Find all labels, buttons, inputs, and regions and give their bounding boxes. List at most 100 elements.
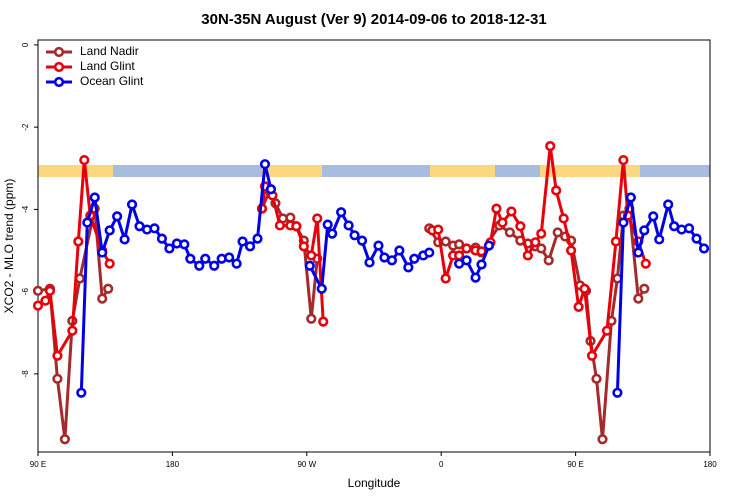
- data-point: [185, 253, 196, 264]
- data-point: [573, 301, 584, 312]
- data-point: [403, 262, 414, 273]
- data-point: [386, 255, 398, 266]
- series-line: [37, 144, 648, 358]
- data-point: [304, 260, 315, 271]
- data-point: [551, 185, 562, 196]
- data-point: [566, 245, 577, 256]
- data-point: [52, 373, 63, 384]
- land-band: [262, 165, 322, 177]
- data-point: [591, 373, 602, 384]
- data-point: [633, 293, 644, 304]
- series-line: [79, 162, 706, 393]
- data-point: [274, 220, 286, 231]
- data-point: [476, 259, 487, 270]
- data-point: [76, 387, 87, 398]
- data-point: [373, 240, 384, 251]
- data-point: [483, 240, 495, 251]
- y-tick-label: -2: [21, 123, 30, 131]
- data-point: [663, 199, 674, 210]
- data-point: [73, 236, 84, 247]
- data-point: [164, 243, 175, 254]
- data-point: [336, 207, 347, 218]
- land-band: [540, 165, 640, 177]
- data-point: [327, 228, 338, 239]
- data-point: [119, 234, 130, 245]
- plot-frame: [37, 39, 711, 453]
- data-point: [356, 235, 368, 246]
- y-tick-label: -6: [21, 288, 30, 296]
- data-point: [209, 260, 220, 271]
- data-point: [530, 237, 541, 248]
- data-point: [640, 258, 651, 269]
- legend-label: Land Glint: [80, 59, 135, 73]
- x-axis-label: Longitude: [348, 476, 401, 490]
- data-point: [59, 434, 70, 445]
- land-band: [430, 165, 495, 177]
- data-point: [440, 273, 451, 284]
- data-point: [683, 223, 695, 234]
- data-point: [318, 316, 329, 327]
- data-point: [322, 219, 333, 230]
- data-point: [343, 220, 354, 231]
- data-point: [552, 227, 563, 238]
- data-point: [104, 258, 115, 269]
- data-point: [579, 283, 590, 294]
- legend-marker: [53, 76, 65, 88]
- data-point: [633, 247, 644, 258]
- data-point: [231, 258, 242, 269]
- x-tick-label: 90 E: [30, 460, 46, 469]
- data-point: [543, 255, 554, 266]
- data-point: [558, 213, 569, 224]
- data-point: [32, 300, 44, 311]
- data-point: [252, 233, 263, 244]
- x-tick-label: 90 E: [567, 460, 583, 469]
- data-point: [515, 221, 526, 232]
- x-tick-label: 90 W: [297, 460, 316, 469]
- data-point: [349, 230, 360, 241]
- data-point: [639, 283, 650, 294]
- data-point: [52, 350, 63, 361]
- data-point: [461, 255, 472, 266]
- data-point: [112, 211, 123, 222]
- data-point: [79, 154, 90, 166]
- land-band: [38, 165, 113, 177]
- data-point: [40, 295, 51, 306]
- data-point: [32, 285, 44, 296]
- data-point: [179, 239, 190, 250]
- data-point: [103, 283, 114, 294]
- data-point: [424, 247, 435, 258]
- data-point: [545, 140, 556, 152]
- data-point: [306, 250, 317, 261]
- data-point: [67, 325, 78, 336]
- data-point: [586, 350, 598, 361]
- data-point: [237, 236, 248, 247]
- data-point: [149, 223, 160, 234]
- data-point: [610, 236, 622, 247]
- data-point: [618, 217, 629, 228]
- data-point: [312, 213, 323, 224]
- data-point: [126, 199, 138, 210]
- data-point: [504, 227, 515, 238]
- data-point: [104, 225, 115, 236]
- data-point: [454, 239, 465, 250]
- chart-title: 30N-35N August (Ver 9) 2014-09-06 to 201…: [201, 11, 546, 28]
- data-point: [156, 233, 168, 244]
- x-tick-label: 0: [439, 460, 444, 469]
- data-point: [291, 221, 302, 232]
- data-point: [364, 257, 375, 268]
- data-point: [194, 260, 205, 271]
- data-point: [454, 250, 465, 261]
- x-tick-label: 180: [703, 460, 717, 469]
- data-point: [97, 247, 108, 258]
- data-point: [224, 252, 235, 263]
- x-tick-label: 180: [166, 460, 180, 469]
- data-point: [497, 217, 508, 228]
- data-point: [244, 241, 256, 252]
- data-point: [506, 206, 517, 217]
- data-point: [409, 253, 420, 264]
- data-point: [639, 225, 650, 236]
- legend-marker: [53, 61, 65, 73]
- data-point: [648, 211, 659, 222]
- legend-label: Land Nadir: [80, 44, 139, 58]
